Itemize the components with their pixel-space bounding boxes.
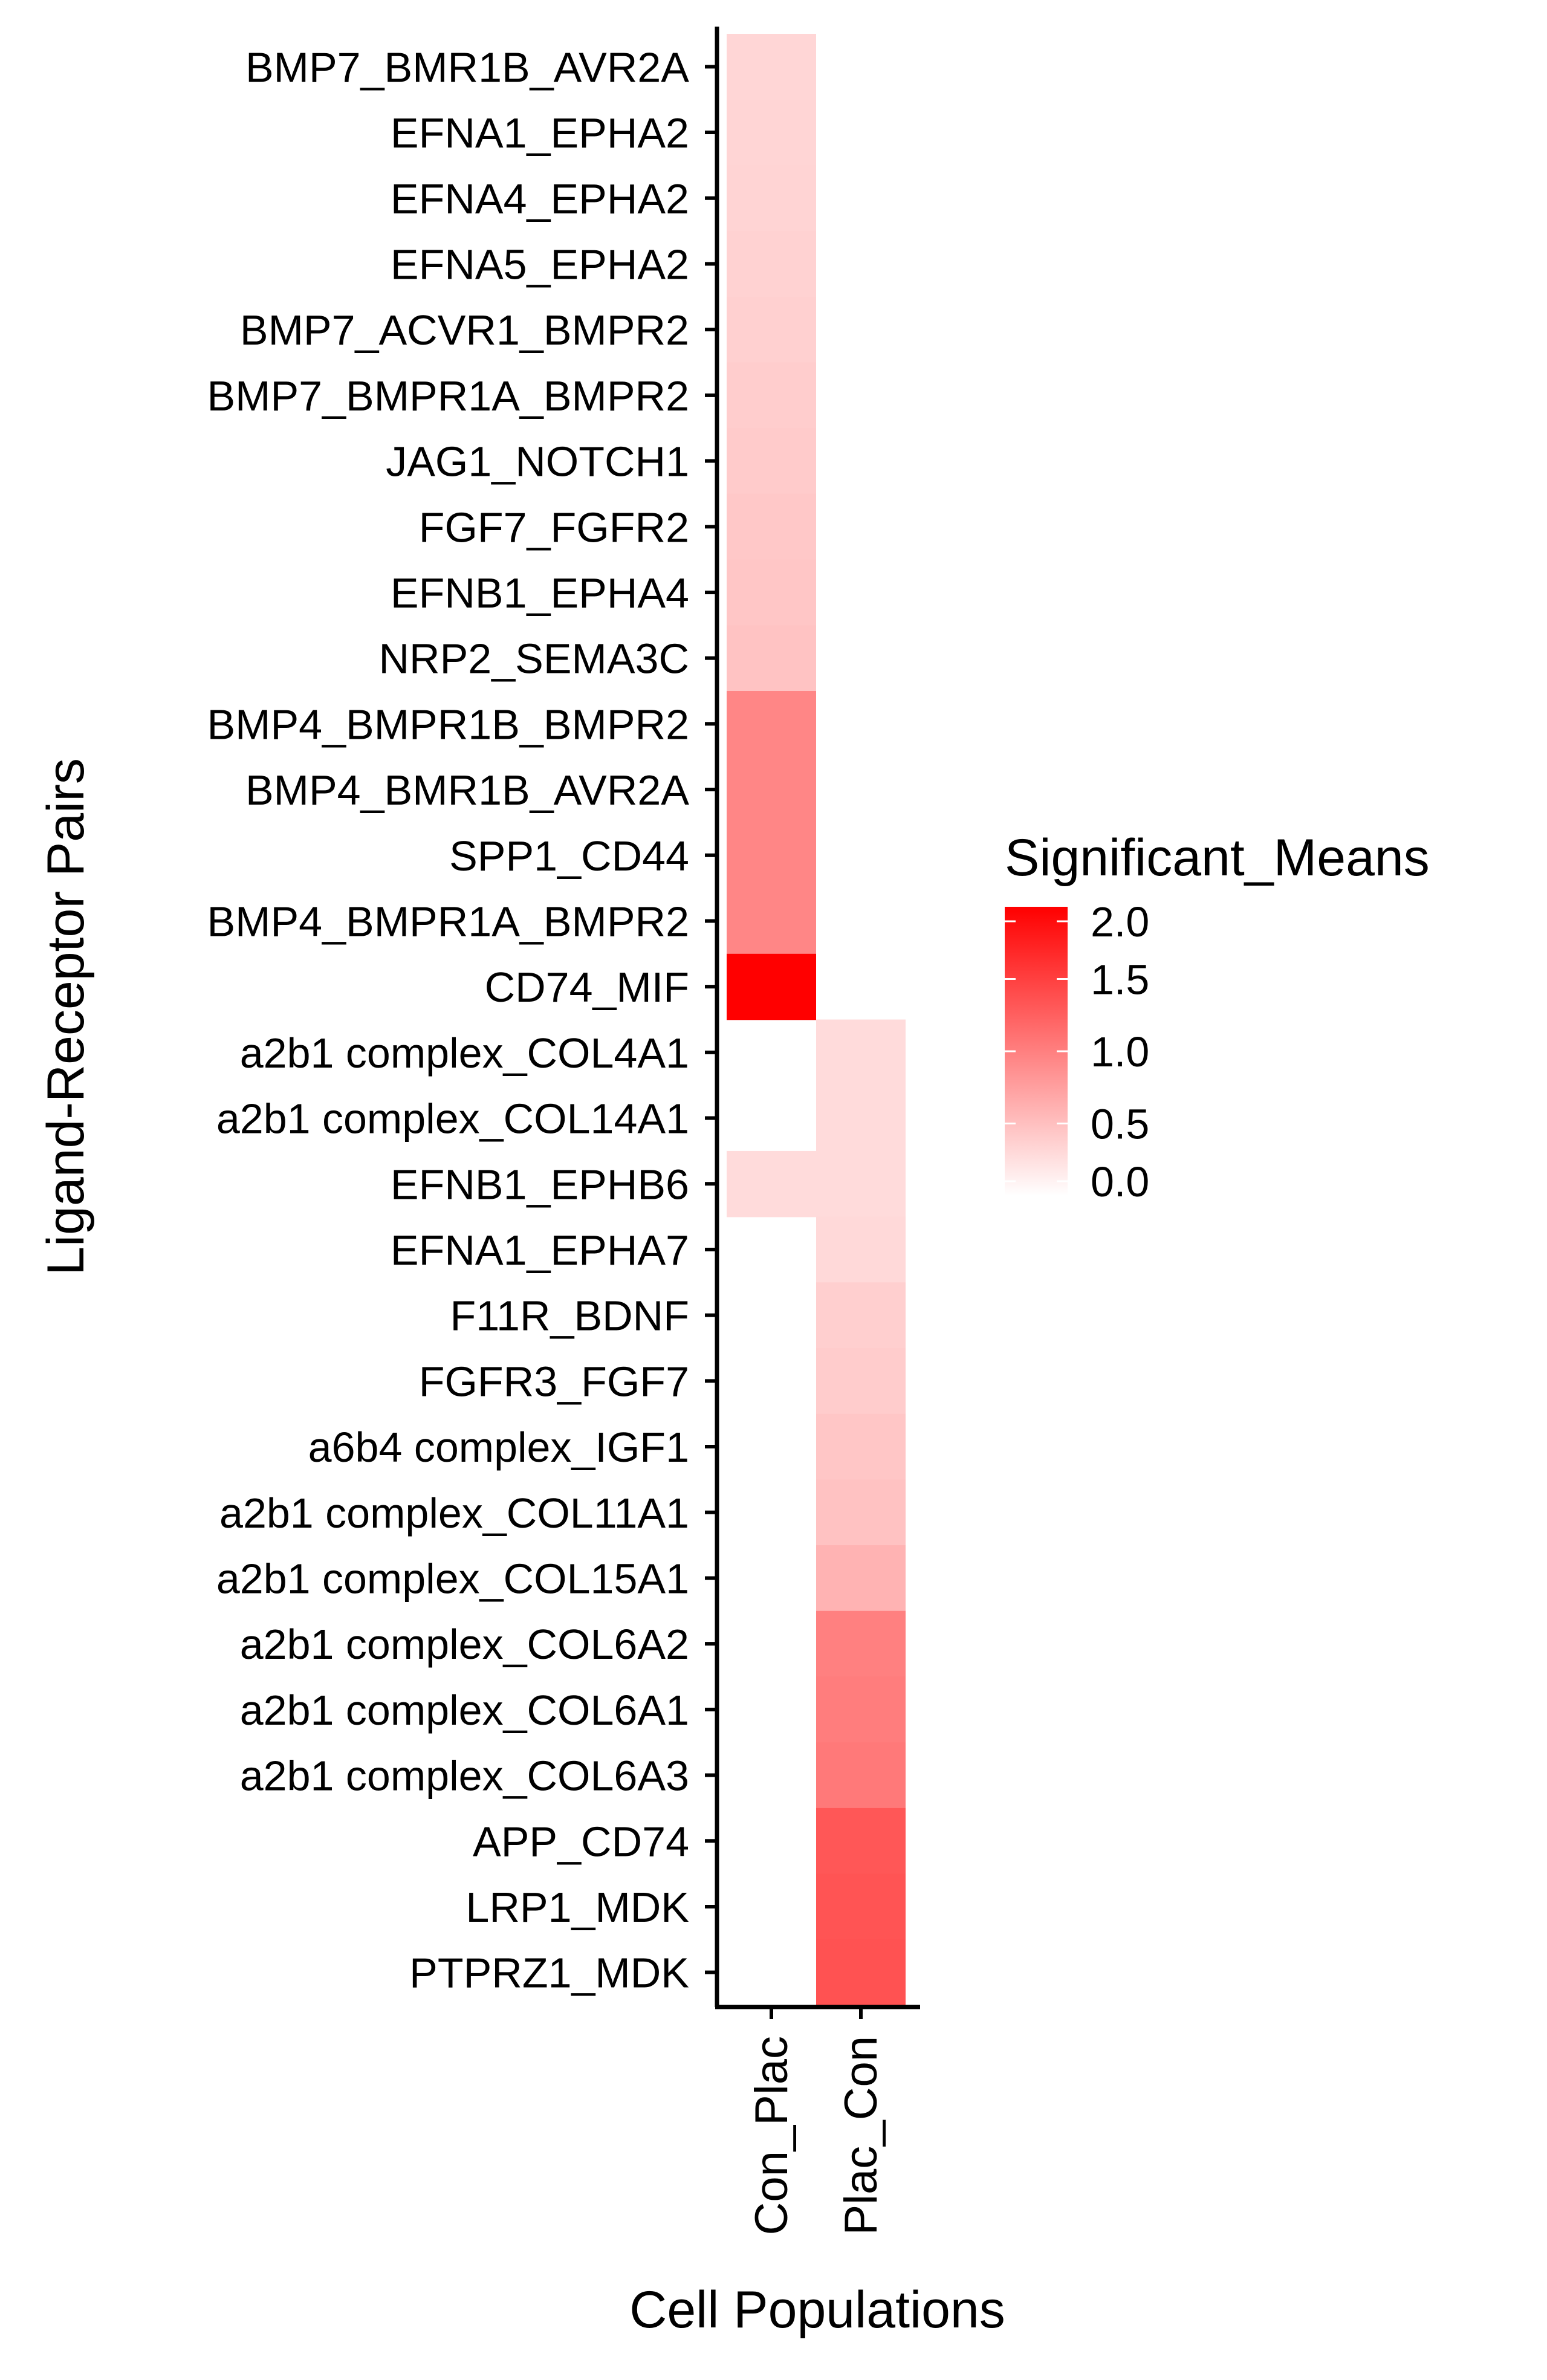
y-tick-label: CD74_MIF xyxy=(485,964,689,1011)
y-tick-label: BMP4_BMPR1B_BMPR2 xyxy=(207,701,689,748)
y-axis-title: Ligand-Receptor Pairs xyxy=(37,758,95,1276)
y-tick-label: EFNB1_EPHA4 xyxy=(391,569,689,617)
y-tick-label: BMP4_BMPR1A_BMPR2 xyxy=(207,898,689,945)
y-tick-label: EFNB1_EPHB6 xyxy=(391,1161,689,1208)
heatmap-cell xyxy=(816,1939,906,2006)
heatmap-cell xyxy=(727,1150,816,1218)
y-tick-label: a6b4 complex_IGF1 xyxy=(308,1424,689,1471)
x-tick-label: Plac_Con xyxy=(835,2036,887,2236)
heatmap-cell xyxy=(727,428,816,494)
heatmap-cell xyxy=(816,1742,906,1809)
heatmap-cell xyxy=(816,1150,906,1218)
heatmap-cells xyxy=(727,34,906,2006)
y-tick-label: EFNA5_EPHA2 xyxy=(391,241,689,288)
y-tick-label: a2b1 complex_COL15A1 xyxy=(216,1555,689,1602)
y-tick-label: LRP1_MDK xyxy=(465,1884,689,1931)
heatmap-cell xyxy=(816,1676,906,1743)
heatmap-cell xyxy=(816,1413,906,1480)
y-tick-label: BMP7_BMPR1A_BMPR2 xyxy=(207,372,689,420)
heatmap-cell xyxy=(816,1085,906,1152)
y-tick-label: EFNA1_EPHA2 xyxy=(391,109,689,157)
heatmap-cell xyxy=(727,822,816,889)
heatmap-cell xyxy=(816,1282,906,1349)
heatmap-cell xyxy=(727,493,816,560)
heatmap-cell xyxy=(816,1479,906,1546)
heatmap-cell xyxy=(816,1873,906,1941)
y-tick-label: a2b1 complex_COL6A1 xyxy=(240,1687,689,1734)
colorbar-ticks: 0.0 0.5 1.0 1.5 2.0 xyxy=(1005,898,1149,1205)
heatmap-cell xyxy=(727,625,816,692)
y-tick-label: JAG1_NOTCH1 xyxy=(386,438,689,485)
heatmap-cell xyxy=(727,362,816,429)
legend-title: Significant_Means xyxy=(1005,829,1430,887)
y-tick-label: FGFR3_FGF7 xyxy=(419,1358,689,1405)
x-ticks: Con_Plac Plac_Con xyxy=(746,2007,887,2236)
y-tick-label: a2b1 complex_COL6A2 xyxy=(240,1621,689,1668)
y-tick-label: FGF7_FGFR2 xyxy=(419,504,689,551)
y-tick-label: BMP7_BMR1B_AVR2A xyxy=(245,44,689,91)
heatmap-cell xyxy=(727,99,816,166)
heatmap-cell xyxy=(727,888,816,955)
heatmap-cell xyxy=(727,165,816,232)
colorbar-legend: Significant_Means 0.0 0.5 1.0 1.5 2.0 xyxy=(1005,829,1430,1205)
heatmap-cell xyxy=(727,231,816,297)
heatmap-cell xyxy=(816,1610,906,1678)
heatmap-cell xyxy=(727,34,816,100)
heatmap-cell xyxy=(816,1216,906,1283)
heatmap-cell xyxy=(816,1545,906,1612)
heatmap-cell xyxy=(727,953,816,1020)
heatmap-cell xyxy=(727,756,816,823)
colorbar-tick-label: 2.0 xyxy=(1091,898,1149,945)
y-tick-label: F11R_BDNF xyxy=(450,1292,689,1340)
heatmap-cell xyxy=(727,296,816,363)
y-tick-label: EFNA1_EPHA7 xyxy=(391,1227,689,1274)
colorbar-tick-label: 0.5 xyxy=(1091,1101,1149,1148)
y-tick-label: a2b1 complex_COL11A1 xyxy=(219,1490,689,1537)
y-tick-label: APP_CD74 xyxy=(473,1818,689,1865)
heatmap-cell xyxy=(727,691,816,757)
y-tick-label: BMP7_ACVR1_BMPR2 xyxy=(240,306,689,354)
y-tick-label: a2b1 complex_COL14A1 xyxy=(216,1095,689,1143)
heatmap-cell xyxy=(727,559,816,626)
y-ticks: BMP7_BMR1B_AVR2A EFNA1_EPHA2 EFNA4_EPHA2 EF… xyxy=(207,44,717,1997)
heatmap-cell xyxy=(816,1019,906,1086)
colorbar-tick-label: 1.0 xyxy=(1091,1028,1149,1075)
heatmap-cell xyxy=(816,1348,906,1415)
axes xyxy=(715,27,920,2009)
y-tick-label: SPP1_CD44 xyxy=(449,832,689,880)
x-tick-label: Con_Plac xyxy=(746,2036,797,2236)
y-tick-label: PTPRZ1_MDK xyxy=(409,1950,689,1997)
heatmap-cell xyxy=(816,1808,906,1875)
x-axis-title: Cell Populations xyxy=(629,2281,1005,2339)
y-tick-label: a2b1 complex_COL6A3 xyxy=(240,1753,689,1800)
y-tick-label: a2b1 complex_COL4A1 xyxy=(240,1029,689,1077)
y-tick-label: EFNA4_EPHA2 xyxy=(391,175,689,222)
y-tick-label: BMP4_BMR1B_AVR2A xyxy=(245,767,689,814)
colorbar-tick-label: 1.5 xyxy=(1091,956,1149,1004)
colorbar-tick-label: 0.0 xyxy=(1091,1158,1149,1205)
y-tick-label: NRP2_SEMA3C xyxy=(378,635,689,683)
